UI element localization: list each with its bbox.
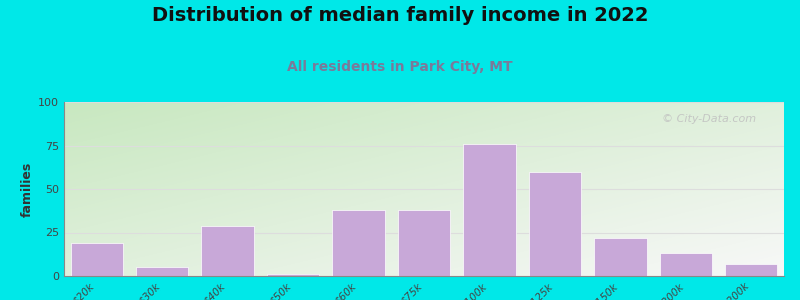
Bar [594,238,646,276]
Bar [70,243,123,276]
Text: Distribution of median family income in 2022: Distribution of median family income in … [152,6,648,25]
Bar [202,226,254,276]
Text: All residents in Park City, MT: All residents in Park City, MT [287,60,513,74]
Bar [136,267,188,276]
Bar [267,274,319,276]
Text: © City-Data.com: © City-Data.com [662,114,756,124]
Bar [398,210,450,276]
Bar [725,264,778,276]
Y-axis label: families: families [21,161,34,217]
Bar [332,210,385,276]
Bar [529,172,581,276]
Bar [463,144,516,276]
Bar [660,254,712,276]
